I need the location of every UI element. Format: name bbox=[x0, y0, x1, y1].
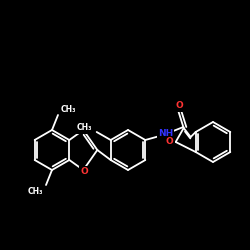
Text: N: N bbox=[80, 124, 87, 132]
Text: O: O bbox=[80, 168, 88, 176]
Text: CH₃: CH₃ bbox=[76, 124, 92, 132]
Text: NH: NH bbox=[158, 128, 173, 138]
Text: CH₃: CH₃ bbox=[61, 106, 76, 114]
Text: O: O bbox=[176, 102, 183, 110]
Text: O: O bbox=[166, 138, 173, 146]
Text: CH₃: CH₃ bbox=[28, 186, 43, 196]
